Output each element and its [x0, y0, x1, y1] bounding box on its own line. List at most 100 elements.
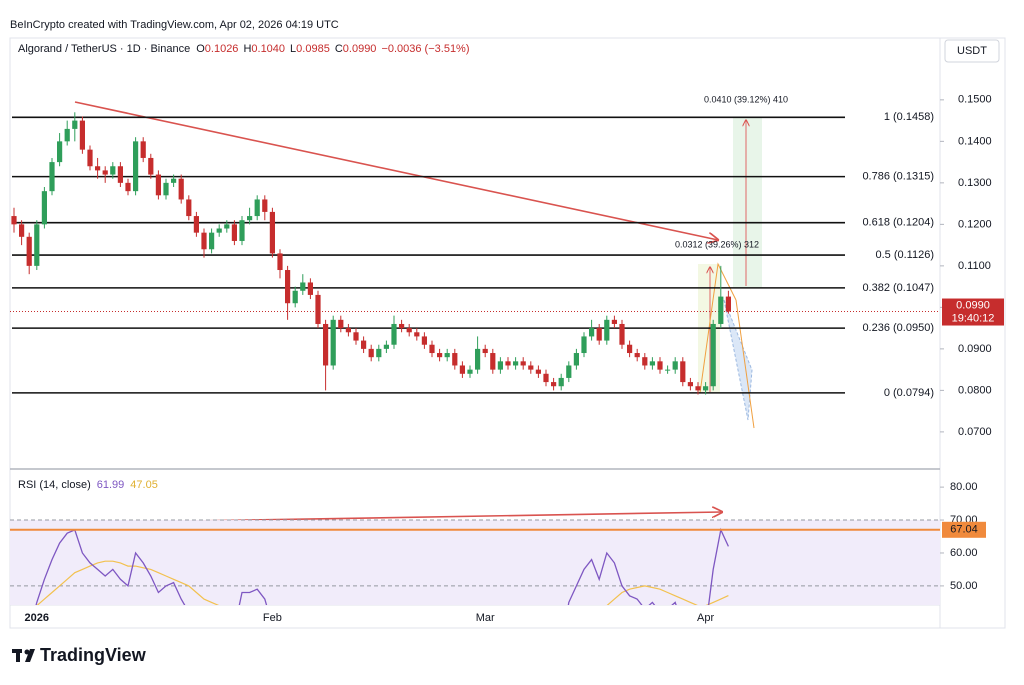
candle-body — [178, 178, 184, 200]
candle-body — [353, 332, 359, 341]
countdown: 19:40:12 — [952, 312, 995, 324]
logo-mark — [16, 649, 20, 662]
candle-body — [87, 149, 93, 167]
rsi-pane — [10, 519, 940, 605]
y-tick-label: 0.1100 — [958, 260, 991, 272]
candle-body — [368, 348, 374, 358]
projection — [723, 299, 753, 421]
candle-body — [695, 386, 701, 391]
candle-body — [680, 361, 686, 383]
change: −0.0036 (−3.51%) — [381, 43, 469, 55]
candle-body — [345, 328, 351, 333]
candle-body — [49, 162, 55, 192]
candle-body — [429, 344, 435, 354]
o-label: O — [196, 43, 205, 55]
candle-body — [57, 141, 63, 163]
candle-body — [41, 191, 47, 225]
candle-body — [725, 296, 731, 312]
c-label: C — [335, 43, 343, 55]
candle-body — [543, 373, 549, 383]
candle-body — [26, 236, 32, 266]
candle-body — [596, 328, 602, 341]
x-tick-label: Mar — [476, 612, 495, 624]
logo-mark — [24, 649, 30, 655]
watermark: BeInCrypto created with TradingView.com,… — [10, 19, 339, 31]
rsi-ma-value: 47.05 — [130, 479, 158, 491]
currency-box[interactable] — [944, 39, 1000, 63]
chart-frame — [9, 37, 1006, 629]
candle-body — [490, 353, 496, 370]
fib-label: 0.5 (0.1126) — [875, 249, 934, 261]
candle-body — [589, 328, 595, 337]
candle-body — [581, 336, 587, 354]
candle-body — [64, 128, 70, 142]
fib-label: 1 (0.1458) — [884, 111, 934, 123]
candle-body — [551, 382, 557, 387]
candle-body — [262, 199, 268, 212]
last-price-label: 0.0990 — [956, 299, 990, 311]
candle-body — [528, 365, 534, 370]
candle-body — [505, 361, 511, 366]
candle-body — [611, 319, 617, 324]
candle-body — [155, 174, 161, 196]
candle-body — [79, 120, 85, 150]
candle-body — [72, 120, 78, 129]
l-value: 0.0985 — [296, 43, 330, 55]
logo: TradingView — [12, 645, 147, 665]
chart-header: Algorand / TetherUS · 1D · Binance O0.102… — [18, 43, 470, 55]
candle-body — [649, 361, 655, 366]
rsi-line — [35, 527, 729, 605]
last-price-box — [942, 298, 1004, 326]
candle-body — [110, 166, 116, 175]
candle-body — [558, 377, 564, 387]
candle-body — [11, 216, 17, 225]
rsi-tick-label: 60.00 — [950, 547, 978, 559]
candle-body — [657, 361, 663, 370]
candle-body — [307, 282, 313, 295]
candle-body — [573, 353, 579, 366]
candle-body — [117, 166, 123, 183]
l-label: L — [290, 43, 296, 55]
h-label: H — [243, 43, 251, 55]
candle-body — [391, 323, 397, 345]
candle-body — [619, 323, 625, 345]
candle-body — [19, 224, 25, 237]
candle-body — [566, 365, 572, 378]
candle-body — [467, 369, 473, 374]
trend-line — [74, 101, 718, 240]
candle-body — [535, 369, 541, 374]
candle-body — [414, 332, 420, 337]
candle-body — [604, 319, 610, 341]
rsi-band-fill — [10, 520, 940, 605]
candle-body — [634, 353, 640, 358]
candle-body — [125, 182, 131, 192]
o-value: 0.1026 — [205, 43, 239, 55]
measure-box — [733, 117, 762, 288]
y-tick-label: 0.1300 — [958, 177, 992, 189]
candle-body — [338, 319, 344, 329]
rsi-label: RSI (14, close) — [18, 479, 91, 491]
candle-body — [300, 282, 306, 291]
candle-body — [315, 294, 321, 324]
fib-label: 0 (0.0794) — [884, 387, 934, 399]
currency: USDT — [957, 45, 987, 57]
c-value: 0.0990 — [343, 43, 377, 55]
fib-label: 0.786 (0.1315) — [862, 171, 934, 183]
rsi-header: RSI (14, close) 61.99 47.05 — [18, 479, 158, 491]
y-tick-label: 0.0700 — [958, 426, 992, 438]
candle-body — [703, 386, 709, 391]
candle-body — [642, 357, 648, 366]
chart-title: Algorand / TetherUS · 1D · Binance — [18, 43, 190, 55]
y-tick-label: 0.1400 — [958, 135, 992, 147]
y-tick-label: 0.0900 — [958, 343, 992, 355]
candle-body — [269, 211, 275, 254]
candle-body — [475, 348, 481, 370]
candle-body — [224, 224, 230, 229]
candle-body — [285, 270, 291, 304]
candle-body — [330, 319, 336, 366]
candle-body — [444, 353, 450, 358]
rsi-tick-label: 50.00 — [950, 580, 978, 592]
candle-body — [171, 178, 177, 183]
rsi-level-box — [942, 521, 986, 538]
